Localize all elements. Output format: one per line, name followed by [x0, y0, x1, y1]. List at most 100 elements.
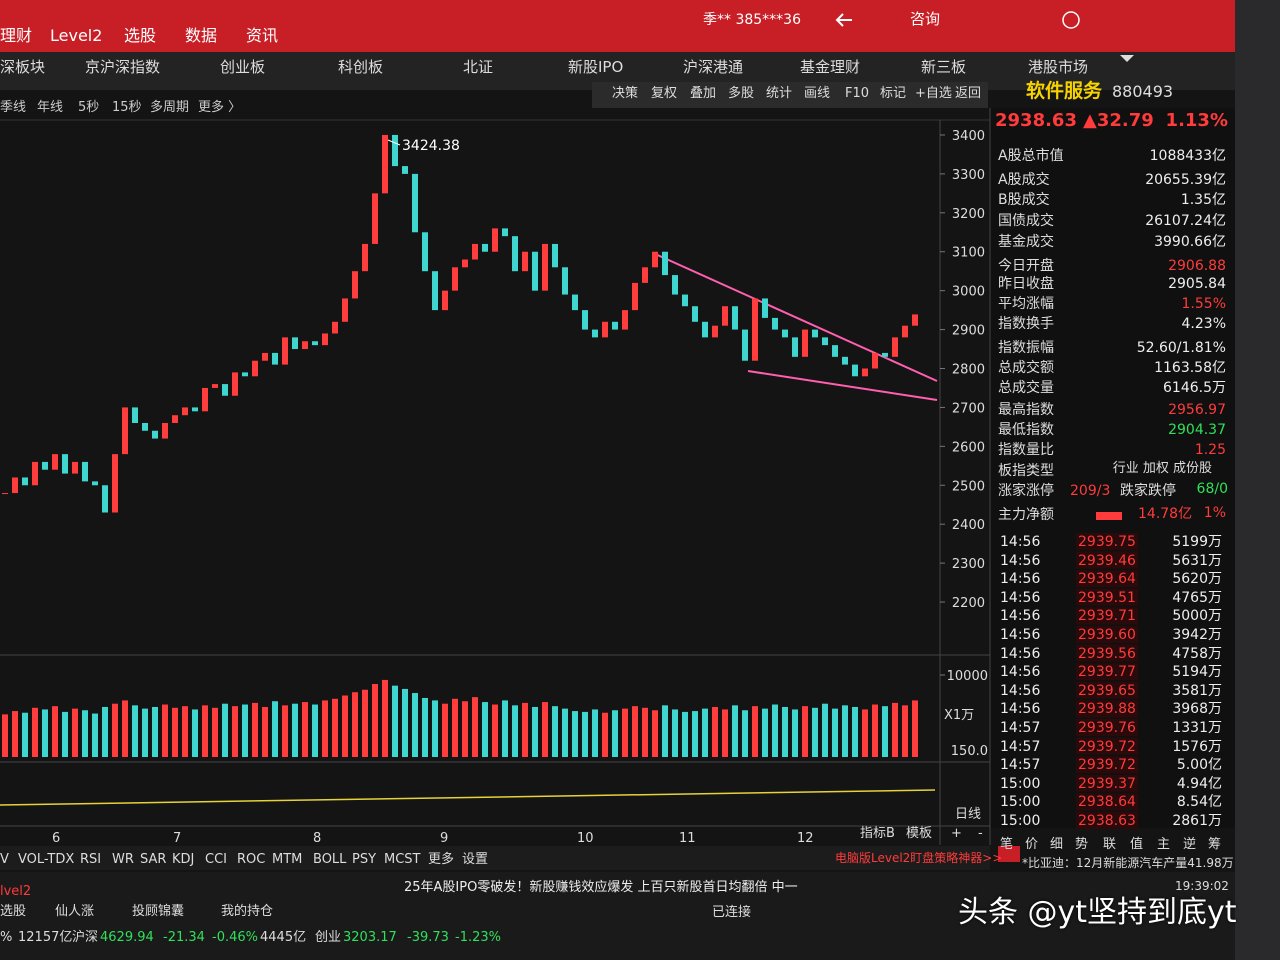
candle-body [142, 422, 148, 431]
indicator-tab[interactable]: CCI [205, 852, 227, 867]
consult-button[interactable]: 咨询 [910, 10, 941, 28]
period-tab[interactable]: 更多 〉 [198, 100, 242, 115]
quote-tab[interactable]: 联 [1103, 837, 1117, 852]
quote-tab[interactable]: 值 [1130, 837, 1144, 852]
volume-bar [672, 709, 678, 757]
quote-price: 2938.63 [995, 110, 1077, 131]
candle-body [762, 298, 768, 318]
period-tab[interactable]: 季线 [0, 100, 27, 115]
volume-bar [92, 713, 98, 757]
nav-tab[interactable]: 新三板 [921, 58, 967, 76]
indicator-tab[interactable]: SAR [140, 852, 167, 867]
candle-body [352, 271, 358, 299]
candle-body [842, 356, 848, 365]
trade-time: 15:00 [1000, 775, 1041, 792]
nav-tab[interactable]: 沪深港通 [683, 58, 744, 76]
chart-tab[interactable]: 指标B [860, 826, 895, 841]
trade-price: 2939.64 [1078, 571, 1136, 588]
tool-button[interactable]: F10 [845, 86, 870, 101]
status-link[interactable]: 仙人涨 [55, 904, 95, 919]
tool-button[interactable]: 标记 [880, 86, 907, 101]
dropdown-icon[interactable] [1120, 55, 1134, 62]
period-tab[interactable]: 多周期 [150, 100, 190, 115]
indicator-tab[interactable]: KDJ [172, 852, 195, 867]
volume-bar [312, 704, 318, 757]
nav-tab[interactable]: 京沪深指数 [85, 58, 161, 76]
ticker-item: -39.73 [407, 930, 449, 945]
status-link[interactable]: 选股 [0, 904, 27, 919]
news-ticker[interactable]: 25年A股IPO零破发！新股赚钱效应爆发 上百只新股首日均翻倍 中一 [404, 880, 798, 895]
volume-bar [572, 711, 578, 757]
indicator-tab[interactable]: VOL-TDX [18, 852, 75, 867]
indicator-tab[interactable]: 设置 [462, 852, 489, 867]
period-tab[interactable]: 15秒 [112, 100, 142, 115]
tool-button[interactable]: 叠加 [690, 86, 717, 101]
tool-button[interactable]: 决策 [612, 86, 639, 101]
quote-tab[interactable]: 主 [1157, 837, 1171, 852]
indicator-tab[interactable]: RSI [80, 852, 102, 867]
type-value[interactable]: 行业 加权 成份股 [1112, 461, 1212, 476]
quote-tab[interactable]: 价 [1025, 837, 1039, 852]
tool-button[interactable]: 复权 [651, 86, 678, 101]
back-icon[interactable] [835, 13, 852, 27]
indicator-tab[interactable]: WR [112, 852, 134, 867]
status-link[interactable]: 投顾锦囊 [132, 904, 185, 919]
trade-price: 2939.77 [1078, 664, 1136, 681]
menu-item[interactable]: 理财 [0, 26, 33, 45]
quote-tab[interactable]: 势 [1075, 837, 1089, 852]
nav-tab[interactable]: 创业板 [220, 58, 266, 76]
menu-item[interactable]: 资讯 [246, 26, 279, 45]
indicator-tab[interactable]: 更多 [428, 852, 455, 867]
macd-line [0, 789, 936, 806]
volume-bar [522, 702, 528, 757]
nav-tab[interactable]: 科创板 [338, 58, 384, 76]
volume-bar [442, 703, 448, 757]
nav-tab[interactable]: 基金理财 [800, 58, 861, 76]
period-tab[interactable]: 年线 [37, 100, 64, 115]
indicator-tab[interactable]: PSY [352, 852, 377, 867]
candle-body [882, 352, 888, 357]
promo-link[interactable]: 电脑版Level2盯盘策略神器>> [835, 851, 1003, 865]
chart-tab[interactable]: + [951, 826, 962, 841]
volume-bar [742, 710, 748, 757]
menu-item[interactable]: 数据 [185, 26, 218, 45]
tool-button[interactable]: 多股 [728, 86, 755, 101]
chart-tab[interactable]: 模板 [906, 826, 933, 841]
nav-tab[interactable]: 新股IPO [568, 58, 624, 76]
settings-icon[interactable] [1062, 11, 1080, 29]
candle-body [772, 317, 778, 330]
tool-button[interactable]: 画线 [804, 86, 831, 101]
indicator-tab[interactable]: MTM [272, 852, 303, 867]
user-id[interactable]: 季** 385***36 [703, 12, 801, 28]
quote-tab[interactable]: 筹 [1208, 837, 1222, 852]
candle-body [2, 493, 8, 495]
y-tick-label: 3100 [952, 246, 985, 261]
indicator-tab[interactable]: MCST [384, 852, 421, 867]
promo-bg [998, 846, 1020, 862]
nav-tab[interactable]: 港股市场 [1028, 58, 1089, 76]
tool-button[interactable]: 返回 [955, 86, 982, 101]
chart-tab[interactable]: - [978, 826, 983, 841]
headline[interactable]: *比亚迪：12月新能源汽车产量41.98万 [1022, 856, 1234, 870]
trade-price: 2939.51 [1078, 589, 1136, 606]
stat-value: 1.35亿 [1180, 192, 1226, 208]
quote-tab[interactable]: 逆 [1183, 837, 1197, 852]
status-link[interactable]: 我的持仓 [221, 904, 274, 919]
watermark: 头条 @yt坚持到底yt [958, 895, 1237, 930]
indicator-tab[interactable]: BOLL [313, 852, 347, 867]
tool-button[interactable]: 统计 [766, 86, 793, 101]
indicator-tab[interactable]: V [0, 852, 9, 867]
menu-item[interactable]: Level2 [50, 26, 103, 45]
trade-price-bg [1076, 551, 1138, 569]
indicator-tab[interactable]: ROC [237, 852, 266, 867]
stat-label: 今日开盘 [998, 258, 1054, 274]
nav-tab[interactable]: 北证 [463, 58, 494, 76]
nav-tab[interactable]: 深板块 [0, 58, 46, 76]
quote-tab[interactable]: 细 [1050, 837, 1064, 852]
tool-button[interactable]: +自选 [915, 86, 952, 101]
menu-item[interactable]: 选股 [124, 26, 157, 45]
quote-tab[interactable]: 笔 [1000, 837, 1014, 852]
candle-body [692, 306, 698, 322]
period-tab[interactable]: 5秒 [78, 100, 100, 115]
